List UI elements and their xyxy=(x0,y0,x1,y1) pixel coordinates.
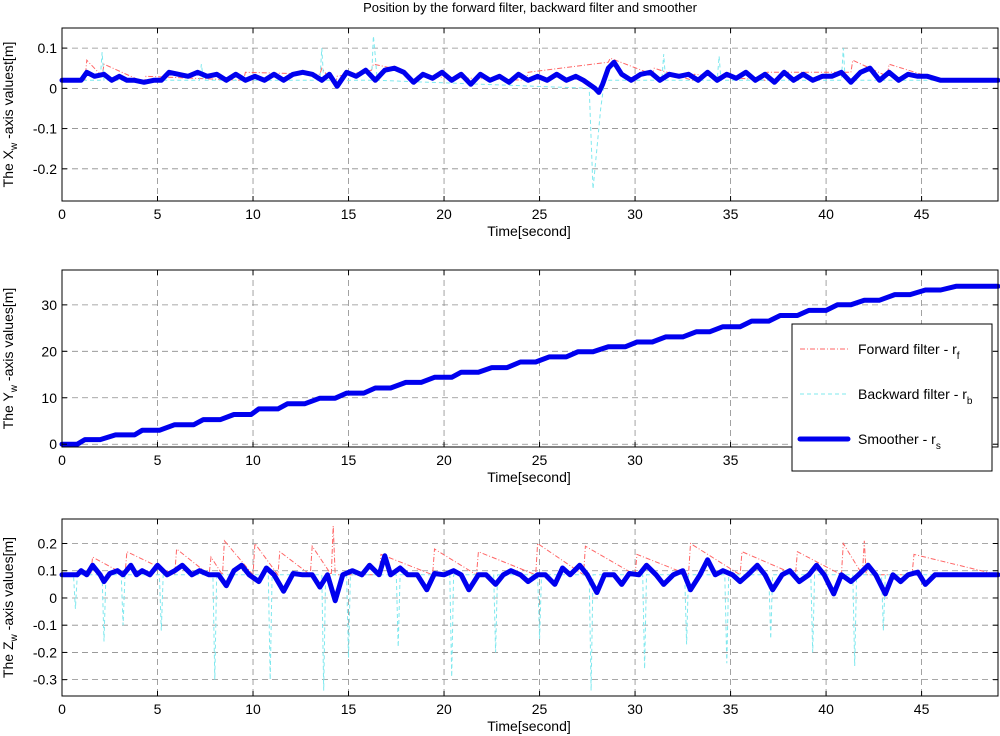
x-tick-label: 5 xyxy=(154,452,162,468)
y-axis-label-rest: -axis values[m] xyxy=(0,537,16,634)
x-tick-label: 40 xyxy=(818,206,834,222)
x-tick-label: 20 xyxy=(436,452,452,468)
x-tick-label: 30 xyxy=(627,452,643,468)
x-tick-label: 35 xyxy=(723,206,739,222)
y-axis-label-rest: -axis values[m] xyxy=(0,288,16,385)
plots-group: 0 5 10 15 20 25 30 35 40 45 0.1 0 -0.1 -0.2 Time[secon… xyxy=(0,27,1000,734)
series-smoother-line xyxy=(59,59,1000,95)
y-axis-label: The Xw -axis valuest[m] xyxy=(0,42,20,188)
x-tick-label: 10 xyxy=(245,206,261,222)
x-tick-label: 20 xyxy=(436,206,452,222)
legend-label-subscript: b xyxy=(967,396,973,407)
y-tick-label: 0.1 xyxy=(38,563,58,579)
legend-label: Forward filter - rf xyxy=(858,341,960,362)
x-axis-label: Time[second] xyxy=(487,223,571,239)
legend-label-main: Backward filter - r xyxy=(858,386,967,402)
legend-entry-forward: Forward filter - rf xyxy=(800,341,960,362)
y-tick-label: 0.1 xyxy=(38,40,58,56)
x-tick-label: 30 xyxy=(627,206,643,222)
x-tick-label: 0 xyxy=(58,206,66,222)
x-tick-label: 45 xyxy=(914,206,930,222)
y-axis-label-subscript: w xyxy=(9,633,20,642)
x-tick-label: 25 xyxy=(532,701,548,717)
x-tick-label: 30 xyxy=(627,701,643,717)
y-axis-label-main: The X xyxy=(0,149,16,187)
x-tick-label: 45 xyxy=(914,701,930,717)
x-tick-label: 0 xyxy=(58,452,66,468)
legend-label-main: Smoother - r xyxy=(858,431,936,447)
y-axis-label-subscript: w xyxy=(9,384,20,393)
plot-area xyxy=(62,519,998,696)
x-tick-label: 10 xyxy=(245,701,261,717)
y-tick-label: 0 xyxy=(49,80,57,96)
series-smoother-line xyxy=(59,283,1000,447)
y-tick-label: 0 xyxy=(49,590,57,606)
y-tick-label: -0.3 xyxy=(33,672,57,688)
x-axis-label: Time[second] xyxy=(487,469,571,485)
x-tick-label: 0 xyxy=(58,701,66,717)
legend-label-subscript: f xyxy=(957,351,960,362)
x-tick-label: 35 xyxy=(723,701,739,717)
legend-label: Backward filter - rb xyxy=(858,386,973,407)
y-axis-label: The Zw -axis values[m] xyxy=(0,537,20,678)
x-tick-label: 40 xyxy=(818,701,834,717)
x-axis-label: Time[second] xyxy=(487,718,571,734)
x-tick-label: 35 xyxy=(723,452,739,468)
y-tick-label: 0.2 xyxy=(38,536,58,552)
y-axis-label-main: The Y xyxy=(0,392,16,430)
subplot-z: 0 5 10 15 20 25 30 35 40 45 0.2 0.1 0 -0.1 -0.2 -0.3 Tim… xyxy=(0,518,1000,734)
y-axis-label-subscript: w xyxy=(9,142,20,151)
subplot-x: 0 5 10 15 20 25 30 35 40 45 0.1 0 -0.1 -0.2 Time[secon… xyxy=(0,27,1000,239)
legend-label: Smoother - rs xyxy=(858,431,941,452)
series-smoother-line xyxy=(59,553,1000,604)
x-tick-label: 5 xyxy=(154,206,162,222)
plot-area xyxy=(62,28,998,201)
x-tick-label: 25 xyxy=(532,206,548,222)
x-tick-label: 15 xyxy=(341,701,357,717)
y-tick-label: -0.1 xyxy=(33,121,57,137)
y-axis-label-rest: -axis valuest[m] xyxy=(0,42,16,143)
y-tick-label: -0.2 xyxy=(33,644,57,660)
y-tick-label: -0.1 xyxy=(33,617,57,633)
x-tick-label: 25 xyxy=(532,452,548,468)
legend: Forward filter - rf Backward filter - rb S… xyxy=(791,323,993,472)
y-tick-label: 30 xyxy=(41,297,57,313)
legend-label-main: Forward filter - r xyxy=(858,341,957,357)
x-tick-label: 15 xyxy=(341,452,357,468)
series-backward-line xyxy=(62,35,998,189)
y-tick-label: -0.2 xyxy=(33,161,57,177)
axes-frame xyxy=(61,269,999,448)
legend-label-subscript: s xyxy=(936,441,941,452)
axes-frame xyxy=(61,518,999,697)
y-tick-label: 20 xyxy=(41,343,57,359)
y-tick-label: 10 xyxy=(41,390,57,406)
figure-title: Position by the forward filter, backward… xyxy=(363,0,697,15)
x-tick-label: 5 xyxy=(154,701,162,717)
y-axis-label-main: The Z xyxy=(0,641,16,678)
axes-frame xyxy=(61,27,999,202)
x-tick-label: 20 xyxy=(436,701,452,717)
x-tick-label: 10 xyxy=(245,452,261,468)
y-tick-label: 0 xyxy=(49,436,57,452)
legend-entry-smoother: Smoother - rs xyxy=(797,431,941,452)
series-forward-line xyxy=(62,525,999,577)
legend-box xyxy=(791,323,993,472)
legend-entry-backward: Backward filter - rb xyxy=(800,386,973,407)
x-tick-label: 15 xyxy=(341,206,357,222)
y-axis-label: The Yw -axis values[m] xyxy=(0,288,20,430)
